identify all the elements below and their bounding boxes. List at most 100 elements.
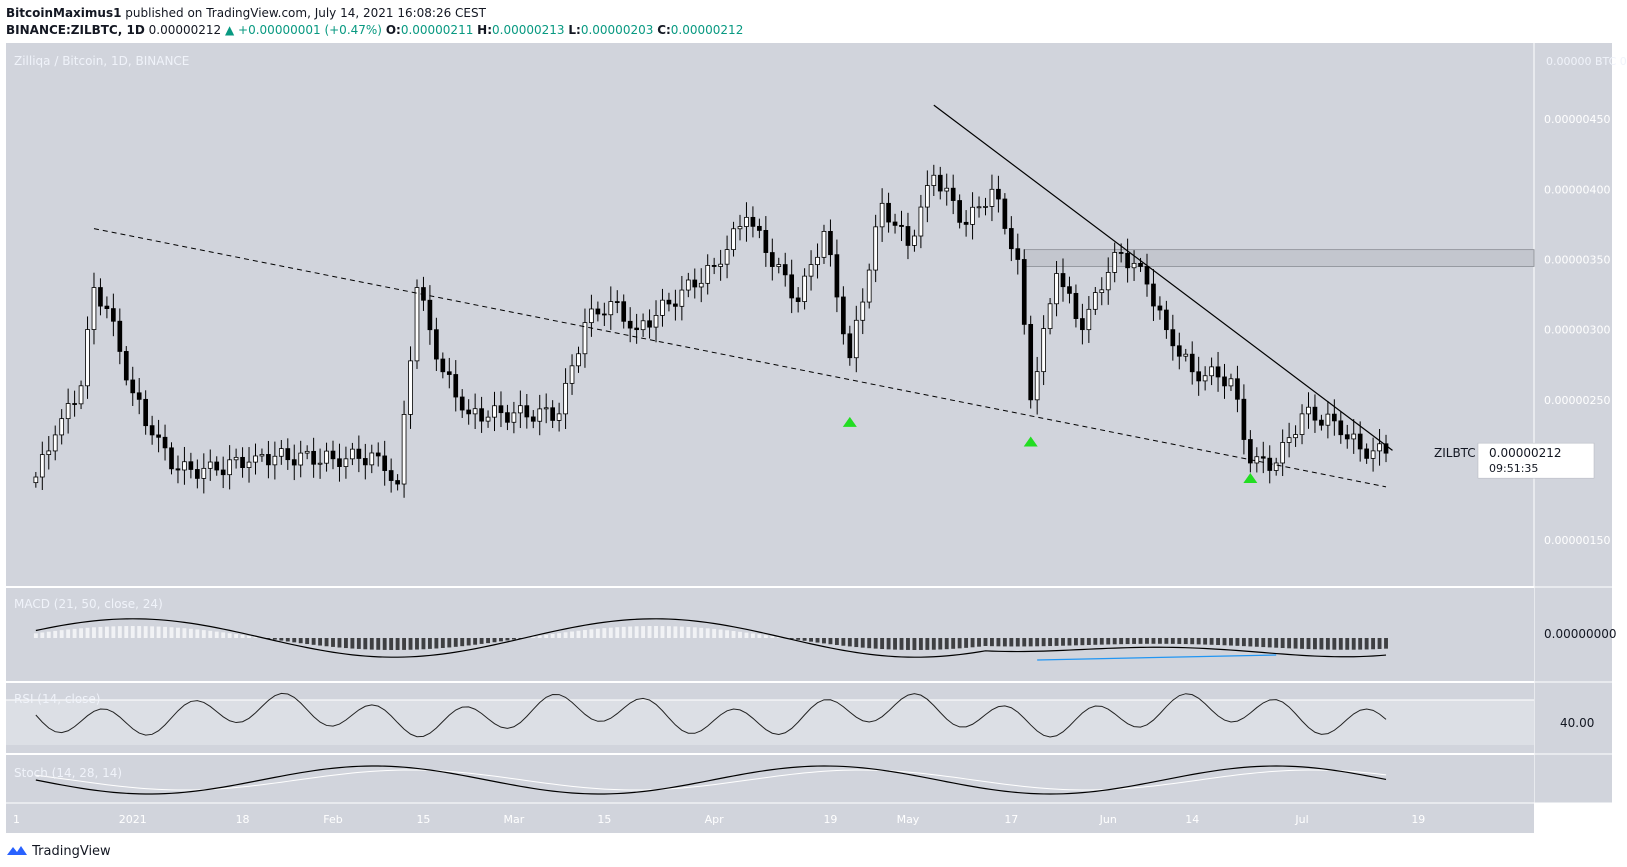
macd-bar bbox=[602, 628, 607, 638]
candle-body bbox=[362, 458, 368, 466]
macd-bar bbox=[977, 638, 981, 647]
macd-bar bbox=[1041, 638, 1046, 647]
candle-body bbox=[1293, 434, 1298, 439]
candle-body bbox=[1364, 448, 1369, 459]
candle-body bbox=[724, 249, 730, 265]
macd-bar bbox=[1351, 638, 1356, 650]
candle-body bbox=[1228, 378, 1234, 387]
candle-body bbox=[369, 452, 375, 466]
macd-bar bbox=[350, 638, 355, 649]
current-symbol-label: ZILBTC bbox=[1434, 446, 1476, 460]
candle-body bbox=[957, 200, 962, 223]
macd-bar bbox=[822, 638, 826, 644]
macd-bar bbox=[705, 628, 710, 638]
macd-bar bbox=[163, 626, 167, 638]
macd-bar bbox=[1306, 638, 1311, 650]
candle-body bbox=[918, 206, 924, 237]
macd-bar bbox=[427, 638, 432, 649]
candle-body bbox=[1176, 345, 1182, 357]
candle-body bbox=[1280, 442, 1285, 464]
candle-body bbox=[795, 297, 801, 302]
candle-body bbox=[233, 456, 239, 461]
macd-bar bbox=[369, 638, 374, 650]
candle-body bbox=[330, 450, 336, 460]
author-name[interactable]: BitcoinMaximus1 bbox=[6, 6, 122, 20]
candle-body bbox=[375, 452, 381, 457]
macd-bar bbox=[563, 632, 568, 638]
candle-body bbox=[1241, 398, 1247, 440]
macd-bar bbox=[195, 629, 200, 638]
macd-bar bbox=[834, 638, 839, 645]
candle-body bbox=[278, 448, 284, 457]
macd-bar bbox=[789, 638, 794, 639]
macd-bar bbox=[143, 626, 148, 638]
macd-bar bbox=[104, 626, 109, 638]
price-axis[interactable] bbox=[1534, 43, 1612, 803]
candle-body bbox=[214, 461, 220, 471]
x-tick-label: 15 bbox=[416, 813, 430, 826]
macd-bar bbox=[1196, 638, 1201, 645]
macd-bar bbox=[156, 626, 161, 638]
candle-body bbox=[763, 230, 769, 253]
candle-body bbox=[401, 414, 407, 485]
macd-bar bbox=[990, 638, 994, 647]
macd-bar bbox=[957, 638, 962, 649]
candle-body bbox=[698, 282, 704, 288]
price-pane[interactable] bbox=[6, 43, 1534, 586]
macd-bar bbox=[311, 638, 316, 645]
candle-body bbox=[963, 221, 969, 225]
candle-body bbox=[298, 452, 304, 466]
candle-body bbox=[1202, 375, 1208, 382]
chart-title: Zilliqa / Bitcoin, 1D, BINANCE bbox=[14, 54, 189, 68]
macd-bar bbox=[918, 638, 923, 650]
time-axis[interactable] bbox=[6, 803, 1534, 833]
macd-bar bbox=[1048, 638, 1053, 647]
x-tick-label: 19 bbox=[1411, 813, 1425, 826]
candle-body bbox=[162, 436, 168, 449]
y-axis-ticks: 0.00000450 0.00000400 0.00000350 0.00000300… bbox=[1544, 113, 1610, 547]
macd-bar bbox=[402, 638, 407, 650]
macd-bar bbox=[854, 638, 859, 648]
candle-body bbox=[440, 358, 446, 373]
macd-bar bbox=[1170, 638, 1175, 644]
candle-body bbox=[33, 476, 39, 484]
candle-body bbox=[285, 448, 291, 461]
publish-header: BitcoinMaximus1 published on TradingView… bbox=[6, 6, 486, 20]
macd-bar bbox=[718, 629, 723, 638]
macd-bar bbox=[1132, 638, 1137, 644]
macd-bar bbox=[673, 626, 678, 638]
candle-body bbox=[595, 308, 601, 315]
candle-body bbox=[931, 174, 937, 186]
x-tick-label: Apr bbox=[705, 813, 725, 826]
macd-bar bbox=[221, 632, 226, 638]
candle-body bbox=[201, 467, 207, 479]
macd-bar bbox=[124, 626, 129, 638]
candle-body bbox=[1189, 353, 1195, 373]
macd-bar bbox=[641, 626, 646, 638]
macd-bar bbox=[33, 633, 38, 638]
stoch-pane[interactable] bbox=[6, 755, 1534, 803]
macd-bar bbox=[1300, 638, 1304, 649]
candle-body bbox=[996, 188, 1001, 200]
candle-body bbox=[1028, 323, 1034, 401]
candle-body bbox=[576, 353, 581, 367]
macd-bar bbox=[796, 638, 801, 640]
candle-body bbox=[149, 425, 155, 436]
macd-bar bbox=[557, 633, 562, 638]
macd-bar bbox=[1364, 638, 1369, 650]
footer-brand-text[interactable]: TradingView bbox=[32, 844, 111, 859]
rsi-label: RSI (14, close) bbox=[14, 692, 100, 706]
candle-body bbox=[253, 455, 258, 463]
macd-bar bbox=[776, 637, 781, 638]
candle-body bbox=[1073, 292, 1079, 319]
macd-bar bbox=[1125, 638, 1130, 645]
macd-bar bbox=[247, 635, 251, 638]
candle-body bbox=[821, 231, 827, 258]
candle-body bbox=[1086, 308, 1092, 331]
macd-bar bbox=[1002, 638, 1007, 647]
candle-body bbox=[111, 308, 116, 322]
y-tick-label: 0.00000300 bbox=[1544, 324, 1610, 337]
macd-bar bbox=[453, 638, 458, 647]
macd-bar bbox=[1164, 638, 1169, 644]
